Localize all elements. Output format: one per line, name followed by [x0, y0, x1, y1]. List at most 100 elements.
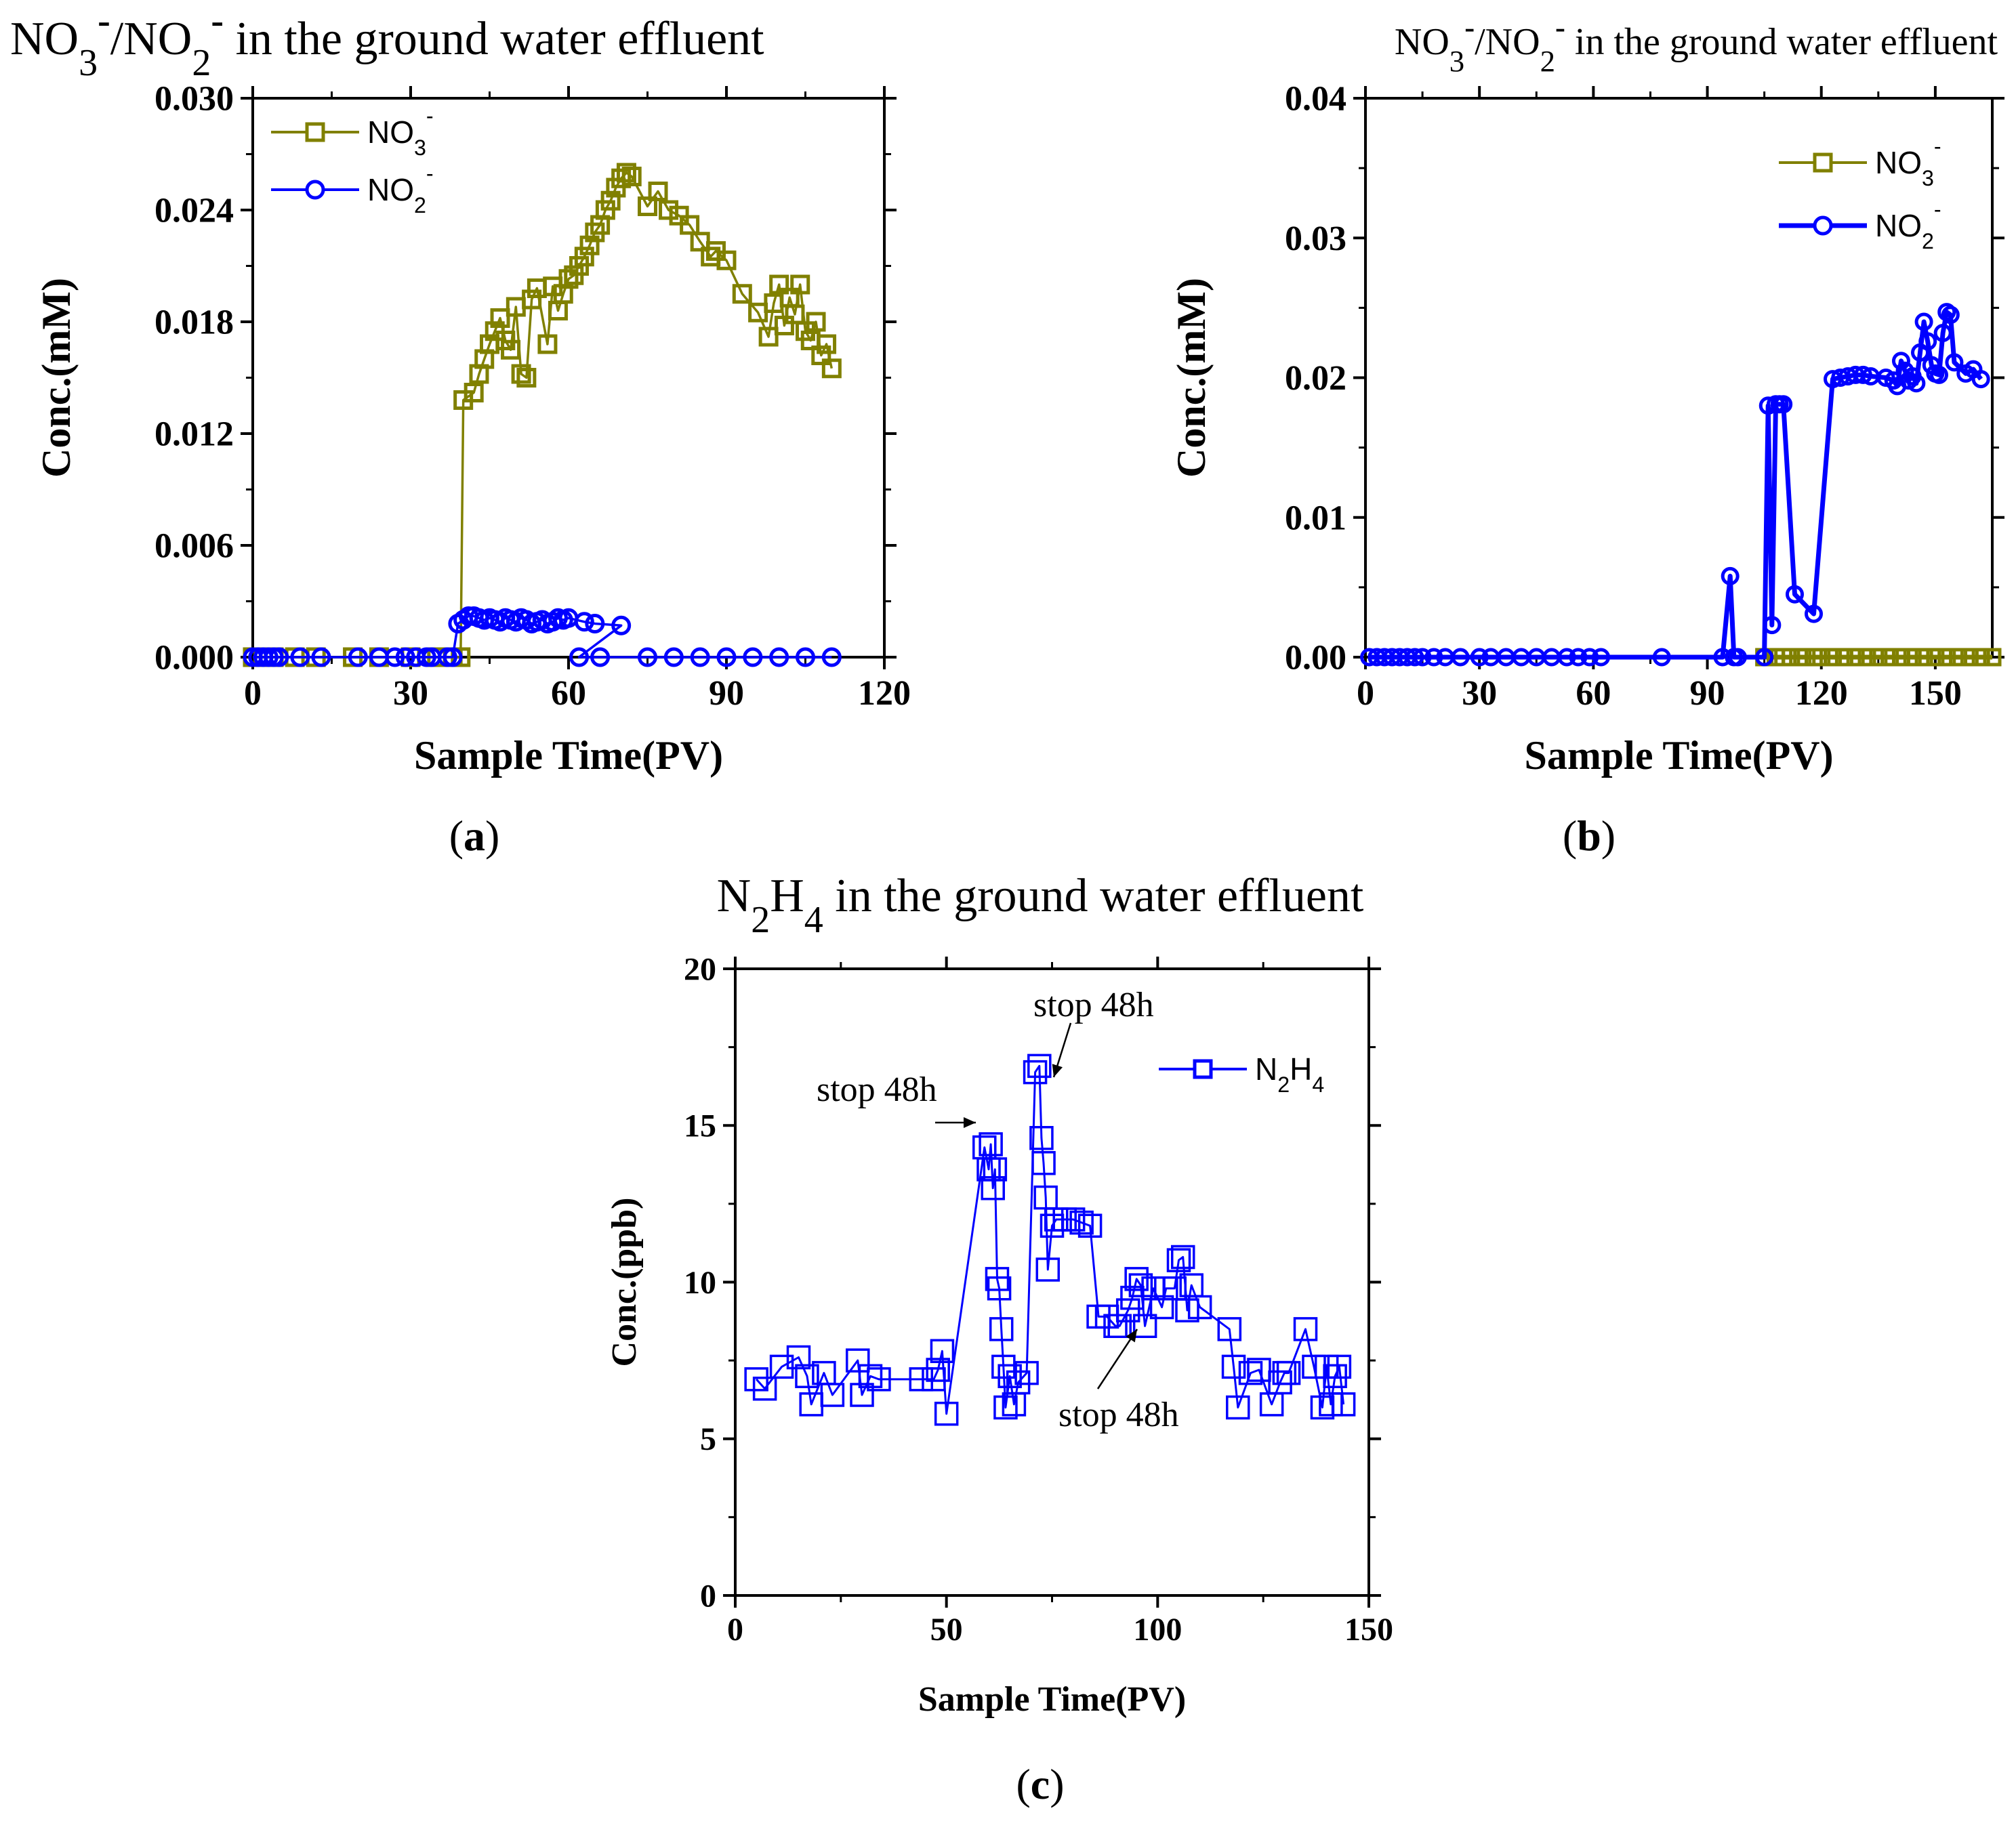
data-point-NO3-	[758, 327, 779, 347]
y-tick-label: 0.012	[155, 415, 234, 454]
data-point-NO3-	[1949, 648, 1968, 667]
data-point-NO2-	[1945, 353, 1964, 372]
data-point-NO2-	[690, 647, 710, 667]
x-tick-label: 30	[393, 674, 428, 713]
data-point-NO3-	[621, 167, 642, 186]
legend-label: NO2-	[367, 161, 434, 217]
data-point-NO3-	[1960, 648, 1979, 667]
y-axis-title: Conc.(mM)	[34, 278, 79, 478]
data-point-N2H4	[1035, 1257, 1061, 1282]
plot-area	[1360, 303, 2002, 667]
legend-marker-square	[1193, 1059, 1213, 1079]
data-point-N2H4	[786, 1345, 811, 1370]
annotation-text: stop 48h	[1058, 1396, 1179, 1434]
data-point-NO3-	[1834, 648, 1853, 667]
data-point-N2H4	[987, 1276, 1012, 1301]
annotation-text: stop 48h	[1033, 986, 1154, 1024]
data-point-N2H4	[909, 1367, 934, 1392]
data-point-N2H4	[926, 1358, 950, 1382]
data-point-N2H4	[1221, 1354, 1246, 1379]
data-point-N2H4	[1331, 1392, 1356, 1417]
y-tick-label: 0.01	[1285, 499, 1346, 537]
data-point-N2H4	[991, 1354, 1016, 1379]
x-tick-label: 30	[1462, 674, 1497, 713]
data-point-N2H4	[1124, 1267, 1149, 1291]
data-point-N2H4	[1187, 1295, 1212, 1320]
data-point-NO2-	[585, 614, 605, 633]
data-point-N2H4	[1166, 1248, 1191, 1272]
legend-label: NO3-	[1875, 134, 1941, 190]
data-point-NO2-	[821, 647, 842, 667]
data-point-NO3-	[1869, 648, 1888, 667]
data-point-N2H4	[1115, 1298, 1140, 1322]
panel-label: (a)	[449, 812, 500, 860]
data-point-N2H4	[1061, 1207, 1086, 1232]
data-point-N2H4	[752, 1377, 777, 1401]
data-point-NO3-	[1891, 648, 1910, 667]
data-point-N2H4	[1293, 1317, 1318, 1341]
data-point-NO3-	[769, 274, 789, 295]
data-point-NO2-	[569, 647, 590, 667]
data-point-NO2-	[1569, 648, 1588, 667]
x-tick-label: 90	[1690, 674, 1725, 713]
data-point-NO2-	[1914, 312, 1933, 331]
x-tick-label: 150	[1909, 674, 1962, 713]
data-point-NO2-	[1774, 395, 1793, 414]
data-point-NO3-	[638, 196, 657, 216]
y-tick-label: 20	[684, 951, 716, 987]
data-point-NO3-	[811, 346, 831, 365]
data-point-NO2-	[1918, 332, 1937, 351]
data-point-NO2-	[1592, 648, 1611, 667]
data-point-NO3-	[1971, 648, 1990, 667]
data-point-N2H4	[850, 1383, 874, 1407]
data-point-NO3-	[1937, 648, 1956, 667]
data-point-N2H4	[1170, 1245, 1195, 1270]
data-point-N2H4	[1132, 1314, 1157, 1338]
data-point-NO2-	[1971, 370, 1990, 389]
data-point-NO2-	[1424, 648, 1443, 667]
data-point-NO3-	[716, 250, 737, 270]
x-tick-label: 90	[709, 674, 744, 713]
data-point-N2H4	[930, 1339, 955, 1363]
data-point-NO3-	[785, 304, 805, 325]
data-point-NO2-	[1805, 604, 1824, 623]
data-point-NO3-	[522, 289, 542, 310]
chart-title: NO3-/NO2- in the ground water effluent	[1395, 10, 1998, 78]
data-point-N2H4	[934, 1402, 959, 1426]
data-point-NO3-	[680, 215, 700, 235]
data-point-N2H4	[1069, 1210, 1094, 1235]
x-tick-label: 60	[551, 674, 586, 713]
data-point-N2H4	[981, 1176, 1005, 1200]
y-tick-label: 0.018	[155, 304, 234, 342]
data-point-NO2-	[1763, 616, 1782, 635]
chart-panel-a: NO3-/NO2- in the ground water effluent 0 3…	[10, 0, 911, 860]
data-point-N2H4	[795, 1364, 819, 1388]
data-point-NO3-	[600, 190, 621, 211]
data-point-NO2-	[1941, 306, 1960, 325]
data-point-NO2-	[311, 647, 331, 667]
data-point-N2H4	[1128, 1273, 1153, 1297]
data-point-NO3-	[501, 339, 521, 360]
data-point-NO2-	[443, 647, 463, 667]
data-point-NO2-	[1907, 374, 1926, 393]
data-point-N2H4	[1217, 1317, 1242, 1341]
data-point-N2H4	[993, 1395, 1018, 1420]
data-point-NO2-	[1470, 648, 1489, 667]
x-tick-label: 0	[1357, 674, 1374, 713]
data-point-NO3-	[817, 334, 837, 354]
data-point-NO2-	[1413, 648, 1432, 667]
data-point-NO2-	[1853, 365, 1872, 384]
annotation-arrow-head	[1052, 1064, 1063, 1077]
data-point-NO2-	[796, 647, 815, 667]
data-point-NO3-	[490, 308, 510, 328]
data-point-NO2-	[348, 647, 368, 667]
x-axis-title: Sample Time(PV)	[414, 733, 723, 778]
x-axis-title: Sample Time(PV)	[1524, 733, 1833, 778]
x-axis-title: Sample Time(PV)	[918, 1680, 1186, 1719]
plot-area	[744, 1053, 1356, 1426]
data-point-NO3-	[1782, 648, 1801, 667]
data-point-NO3-	[537, 334, 558, 354]
data-point-NO3-	[659, 200, 679, 220]
data-point-NO3-	[511, 364, 531, 384]
